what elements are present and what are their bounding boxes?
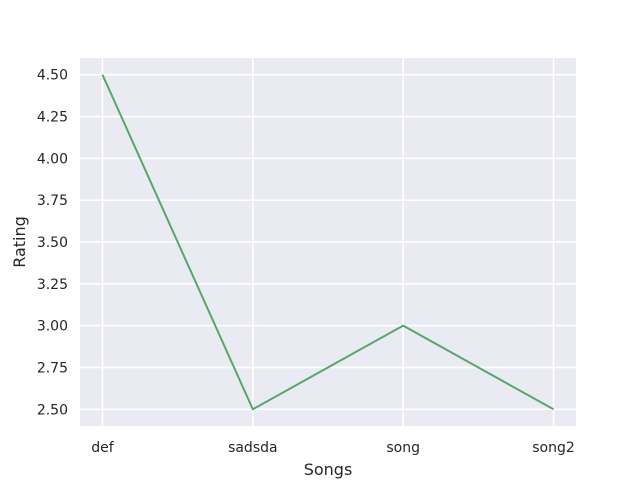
y-tick-label: 3.25 xyxy=(37,277,68,293)
x-tick-label: def xyxy=(91,440,115,456)
x-tick-label: sadsda xyxy=(228,440,278,456)
y-tick-label: 3.50 xyxy=(37,235,68,251)
y-axis-label: Rating xyxy=(10,216,29,268)
series-line xyxy=(101,74,554,411)
grid-lines xyxy=(80,58,576,426)
y-tick-label: 4.00 xyxy=(37,151,68,167)
x-tick-labels: def sadsda song song2 xyxy=(91,440,574,456)
y-tick-label: 3.75 xyxy=(37,193,68,209)
x-tick-label: song xyxy=(386,440,420,456)
y-tick-label: 4.25 xyxy=(37,110,68,126)
series-lines xyxy=(101,74,554,411)
y-tick-labels: 2.50 2.75 3.00 3.25 3.50 3.75 4.00 4.25 4.50 xyxy=(37,68,68,419)
x-tick-label: song2 xyxy=(532,440,575,456)
y-tick-label: 3.00 xyxy=(37,319,68,335)
y-tick-label: 4.50 xyxy=(37,68,68,84)
y-tick-label: 2.50 xyxy=(37,402,68,418)
y-tick-label: 2.75 xyxy=(37,360,68,376)
x-axis-label: Songs xyxy=(304,460,353,479)
